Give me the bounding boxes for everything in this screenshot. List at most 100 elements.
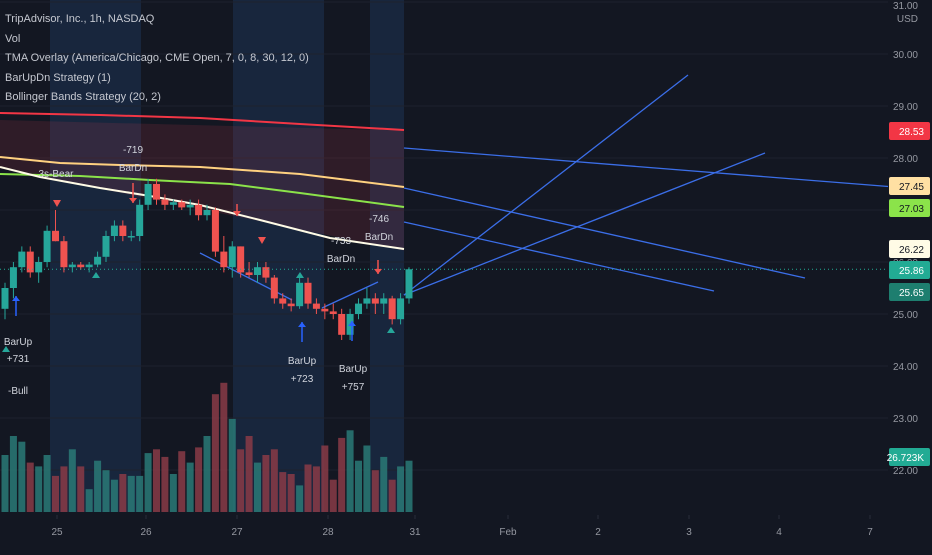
time-tick-label: 7 [867, 527, 873, 538]
candle-body [136, 204, 144, 236]
volume-bar [102, 470, 110, 512]
bull-triangle [296, 272, 304, 278]
legend-tma-overlay[interactable]: TMA Overlay (America/Chicago, CME Open, … [5, 52, 309, 64]
candle-body [195, 204, 203, 216]
barup-arrow-head [298, 322, 306, 327]
legend-bollinger-strategy[interactable]: Bollinger Bands Strategy (20, 2) [5, 91, 161, 103]
candle-body [169, 202, 177, 205]
legend-volume[interactable]: Vol [5, 32, 21, 45]
candle-body [397, 298, 405, 320]
candle-body [405, 269, 413, 299]
volume-bar [355, 460, 362, 512]
price-tag [889, 283, 930, 301]
trend-line-2 [403, 152, 766, 296]
volume-bar [43, 455, 51, 512]
price-tag [889, 177, 930, 195]
bear-triangle [258, 237, 266, 244]
candle-body [1, 288, 9, 309]
legend-barupdn-strategy[interactable]: BarUpDn Strategy (1) [5, 71, 111, 84]
candle-body [85, 264, 93, 268]
session-band-1 [233, 0, 324, 512]
volume-bar [119, 474, 127, 512]
time-tick-label: 31 [409, 527, 421, 538]
candle-body [228, 246, 236, 268]
price-tick-label: 30.00 [893, 50, 918, 61]
candle-body [211, 210, 219, 252]
candle-body [94, 256, 102, 265]
candle-body [144, 184, 152, 205]
barup-value: +757 [342, 382, 365, 393]
candle-body [321, 308, 329, 312]
volume-bar [144, 453, 152, 512]
price-tick-label: 25.00 [893, 310, 918, 321]
candle-body [363, 298, 371, 304]
candle-body [77, 264, 85, 268]
currency-label: USD [897, 14, 918, 25]
time-tick-label: 2 [595, 527, 601, 538]
candle-body [60, 241, 68, 268]
candle-body [270, 277, 278, 299]
volume-bar [405, 460, 413, 512]
trend-line-4 [403, 221, 715, 292]
time-tick-label: 4 [776, 527, 782, 538]
candle-body [18, 251, 26, 268]
price-tag-label: 26.723K [887, 453, 925, 464]
volume-bar [397, 466, 405, 512]
volume-bar [329, 479, 337, 512]
price-tick-label: 22.00 [893, 466, 918, 477]
volume-bar [211, 394, 219, 512]
legend-symbol[interactable]: TripAdvisor, Inc., 1h, NASDAQ [5, 13, 155, 25]
volume-bar [371, 470, 379, 512]
volume-bar [60, 466, 68, 512]
bardn-label: BarDn [119, 163, 147, 174]
barup-arrow-head [348, 321, 356, 326]
volume-bar [178, 451, 186, 512]
volume-bar [245, 436, 253, 512]
price-tag [889, 448, 930, 466]
price-tick-label: 29.00 [893, 102, 918, 113]
candle-body [329, 311, 337, 314]
volume-bar [52, 475, 59, 512]
volume-bar [9, 436, 17, 512]
price-tag [889, 199, 930, 217]
bear-label: 3s-Bear [38, 169, 74, 180]
price-tick-label: 23.00 [893, 414, 918, 425]
bardn-value: -719 [123, 145, 143, 156]
volume-bar [127, 475, 135, 512]
ma-line-red [0, 112, 405, 131]
volume-bar [279, 472, 287, 512]
candle-body [26, 251, 34, 273]
volume-bar [161, 456, 169, 512]
bardn-label: BarDn [365, 232, 393, 243]
volume-bar [380, 456, 388, 512]
time-tick-label: Feb [499, 527, 517, 538]
time-tick-label: 26 [140, 527, 152, 538]
candle-body [220, 251, 228, 268]
candle-body [371, 298, 379, 304]
ma-line-orange [0, 156, 405, 188]
time-tick-label: 28 [322, 527, 334, 538]
time-tick-label: 25 [51, 527, 63, 538]
bardn-arrow-head [129, 198, 137, 203]
volume-bar [237, 449, 245, 512]
candle-body [68, 264, 76, 268]
candle-body [9, 267, 17, 288]
volume-bar [228, 418, 236, 512]
barup-value: +723 [291, 374, 314, 385]
volume-bar [153, 449, 160, 512]
bardn-value: -733 [331, 236, 351, 247]
volume-bar [35, 466, 43, 512]
ma-line-green [0, 173, 405, 208]
volume-bar [312, 466, 320, 512]
bull-triangle [2, 346, 10, 352]
price-tag [889, 122, 930, 140]
volume-bar [110, 479, 118, 512]
price-tag-label: 25.86 [899, 266, 924, 277]
ma-line-white [0, 166, 405, 250]
volume-bar [77, 466, 85, 512]
candle-body [388, 298, 396, 320]
candle-body [245, 272, 253, 275]
volume-bar [262, 455, 270, 512]
